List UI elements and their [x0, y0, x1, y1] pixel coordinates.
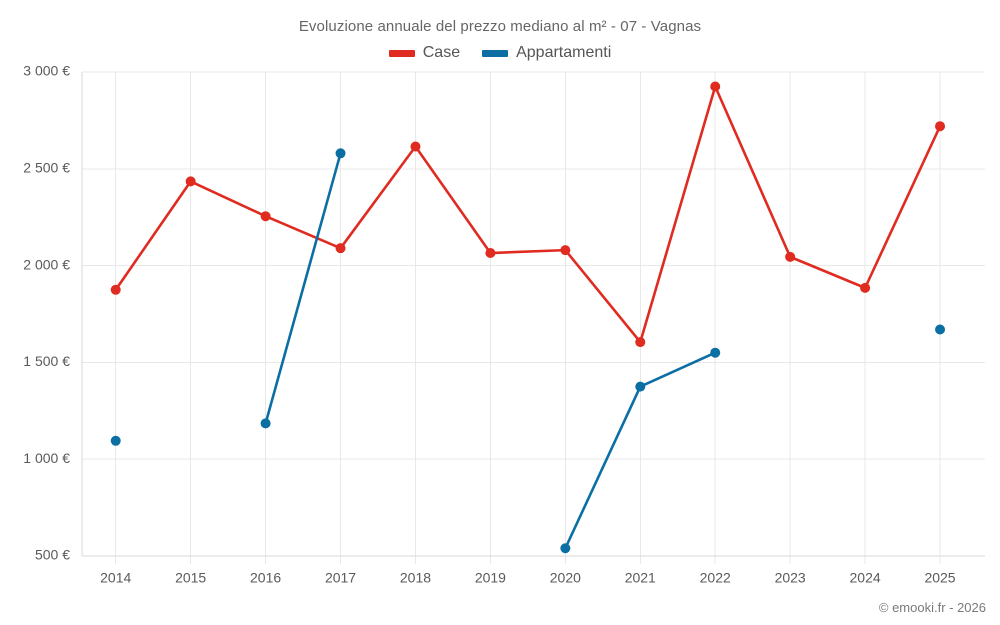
x-tick-label: 2020 [550, 569, 581, 585]
data-point[interactable]: Case 2014: 1875 [110, 284, 121, 295]
legend-item-case[interactable]: Case [388, 44, 461, 62]
data-point[interactable]: Case 2019: 2065 [485, 248, 496, 259]
y-tick-label: 1 500 € [23, 353, 70, 369]
gridlines [81, 71, 985, 564]
y-tick-label: 2 500 € [23, 160, 70, 176]
y-axis-ticks: 500 € 1 000 € 1 500 € 2 000 € 2 500 € 3 000 € [23, 63, 70, 563]
data-point[interactable]: Appartamenti 2021: 1375 [635, 381, 646, 392]
x-tick-label: 2015 [175, 569, 206, 585]
data-point[interactable]: Appartamenti 2025: 1670 [935, 324, 946, 335]
chart-legend: Case Appartamenti [0, 44, 1000, 62]
data-point[interactable]: Case 2025: 2720 [935, 121, 946, 132]
chart-title: Evoluzione annuale del prezzo mediano al… [298, 18, 702, 35]
legend-swatch-case [388, 49, 415, 57]
chart-credit: © emooki.fr - 2026 [878, 600, 986, 615]
x-tick-label: 2024 [850, 569, 881, 585]
x-tick-label: 2018 [400, 569, 431, 585]
data-point[interactable]: Case 2022: 2925 [710, 81, 721, 92]
y-tick-label: 2 000 € [23, 256, 70, 272]
data-point[interactable]: Appartamenti 2017: 2580 [335, 148, 346, 159]
data-point[interactable]: Case 2021: 1605 [635, 337, 646, 348]
data-point[interactable]: Case 2015: 2435 [185, 176, 196, 187]
series-line-case [114, 85, 942, 344]
data-point[interactable]: Case 2023: 2045 [785, 251, 796, 262]
data-point[interactable]: Appartamenti 2014: 1095 [110, 435, 121, 446]
data-series: Case 2014: 1875 Case 2015: 2435 Case 2016:… [110, 81, 946, 554]
legend-item-appartamenti[interactable]: Appartamenti [482, 44, 611, 62]
data-point[interactable]: Case 2017: 2090 [335, 243, 346, 254]
y-tick-label: 1 000 € [23, 450, 70, 466]
data-point[interactable]: Case 2018: 2615 [410, 141, 421, 152]
y-tick-label: 500 € [35, 547, 70, 563]
x-tick-label: 2025 [924, 569, 955, 585]
x-tick-label: 2017 [325, 569, 356, 585]
series-line-appartamenti [264, 152, 342, 425]
legend-swatch-appartamenti [482, 49, 509, 57]
data-point[interactable]: Appartamenti 2022: 1550 [710, 347, 721, 358]
x-tick-label: 2014 [100, 569, 131, 585]
legend-label-case: Case [422, 44, 461, 61]
y-tick-label: 3 000 € [23, 63, 70, 79]
x-tick-label: 2016 [250, 569, 281, 585]
x-tick-label: 2019 [475, 569, 506, 585]
x-axis-ticks: 2014 2015 2016 2017 2018 2019 2020 2021 2022 2023… [100, 569, 956, 585]
x-tick-label: 2023 [775, 569, 806, 585]
x-tick-label: 2022 [700, 569, 731, 585]
data-point[interactable]: Case 2016: 2255 [260, 211, 271, 222]
data-point[interactable]: Case 2020: 2080 [560, 245, 571, 256]
data-point[interactable]: Case 2024: 1885 [860, 282, 871, 293]
data-point[interactable]: Appartamenti 2016: 1185 [260, 418, 271, 429]
data-point[interactable]: Appartamenti 2020: 540 [560, 543, 571, 554]
legend-label-appartamenti: Appartamenti [516, 44, 612, 61]
x-tick-label: 2021 [625, 569, 656, 585]
